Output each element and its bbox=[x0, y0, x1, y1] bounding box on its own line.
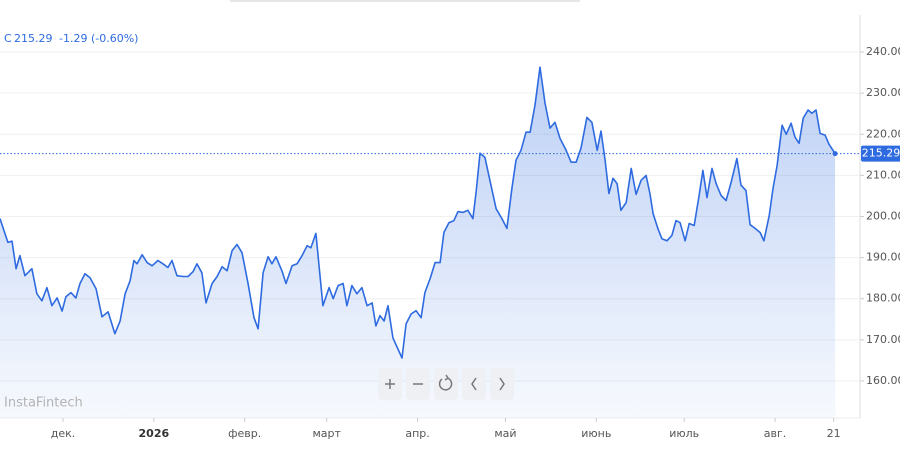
area-fill bbox=[0, 67, 836, 418]
x-tick-label: июль bbox=[669, 427, 699, 440]
y-tick-label: 240.00 bbox=[866, 45, 900, 58]
zoom-out-button[interactable] bbox=[406, 368, 430, 400]
change: -1.29 (-0.60%) bbox=[59, 32, 138, 45]
x-tick-label: дек. bbox=[51, 427, 76, 440]
x-tick-label: авг. bbox=[764, 427, 787, 440]
last-price-label: 215.29 bbox=[862, 147, 900, 160]
price: 215.29 bbox=[14, 32, 53, 45]
scroll-right-button[interactable] bbox=[490, 368, 514, 400]
x-tick-label: февр. bbox=[228, 427, 261, 440]
y-tick-label: 200.00 bbox=[866, 210, 900, 223]
y-tick-label: 160.00 bbox=[866, 374, 900, 387]
top-bar bbox=[230, 0, 580, 2]
watermark: InstaFintech bbox=[4, 396, 83, 411]
scroll-left-button[interactable] bbox=[462, 368, 486, 400]
x-tick-label: апр. bbox=[405, 427, 429, 440]
y-tick-label: 190.00 bbox=[866, 251, 900, 264]
y-tick-label: 230.00 bbox=[866, 86, 900, 99]
y-tick-label: 210.00 bbox=[866, 168, 900, 181]
y-tick-label: 170.00 bbox=[866, 333, 900, 346]
y-tick-label: 220.00 bbox=[866, 127, 900, 140]
y-tick-label: 180.00 bbox=[866, 292, 900, 305]
zoom-in-button[interactable] bbox=[378, 368, 402, 400]
price-line bbox=[0, 66, 836, 359]
x-tick-label: июнь bbox=[581, 427, 611, 440]
last-price-box bbox=[861, 145, 900, 162]
x-tick-label: март bbox=[312, 427, 341, 440]
x-tick-label: 2026 bbox=[139, 427, 170, 440]
last-point bbox=[832, 151, 838, 157]
reset-button[interactable] bbox=[434, 368, 458, 400]
x-tick-label: 21 bbox=[827, 427, 841, 440]
x-tick-label: май bbox=[494, 427, 516, 440]
symbol: C bbox=[4, 32, 12, 45]
